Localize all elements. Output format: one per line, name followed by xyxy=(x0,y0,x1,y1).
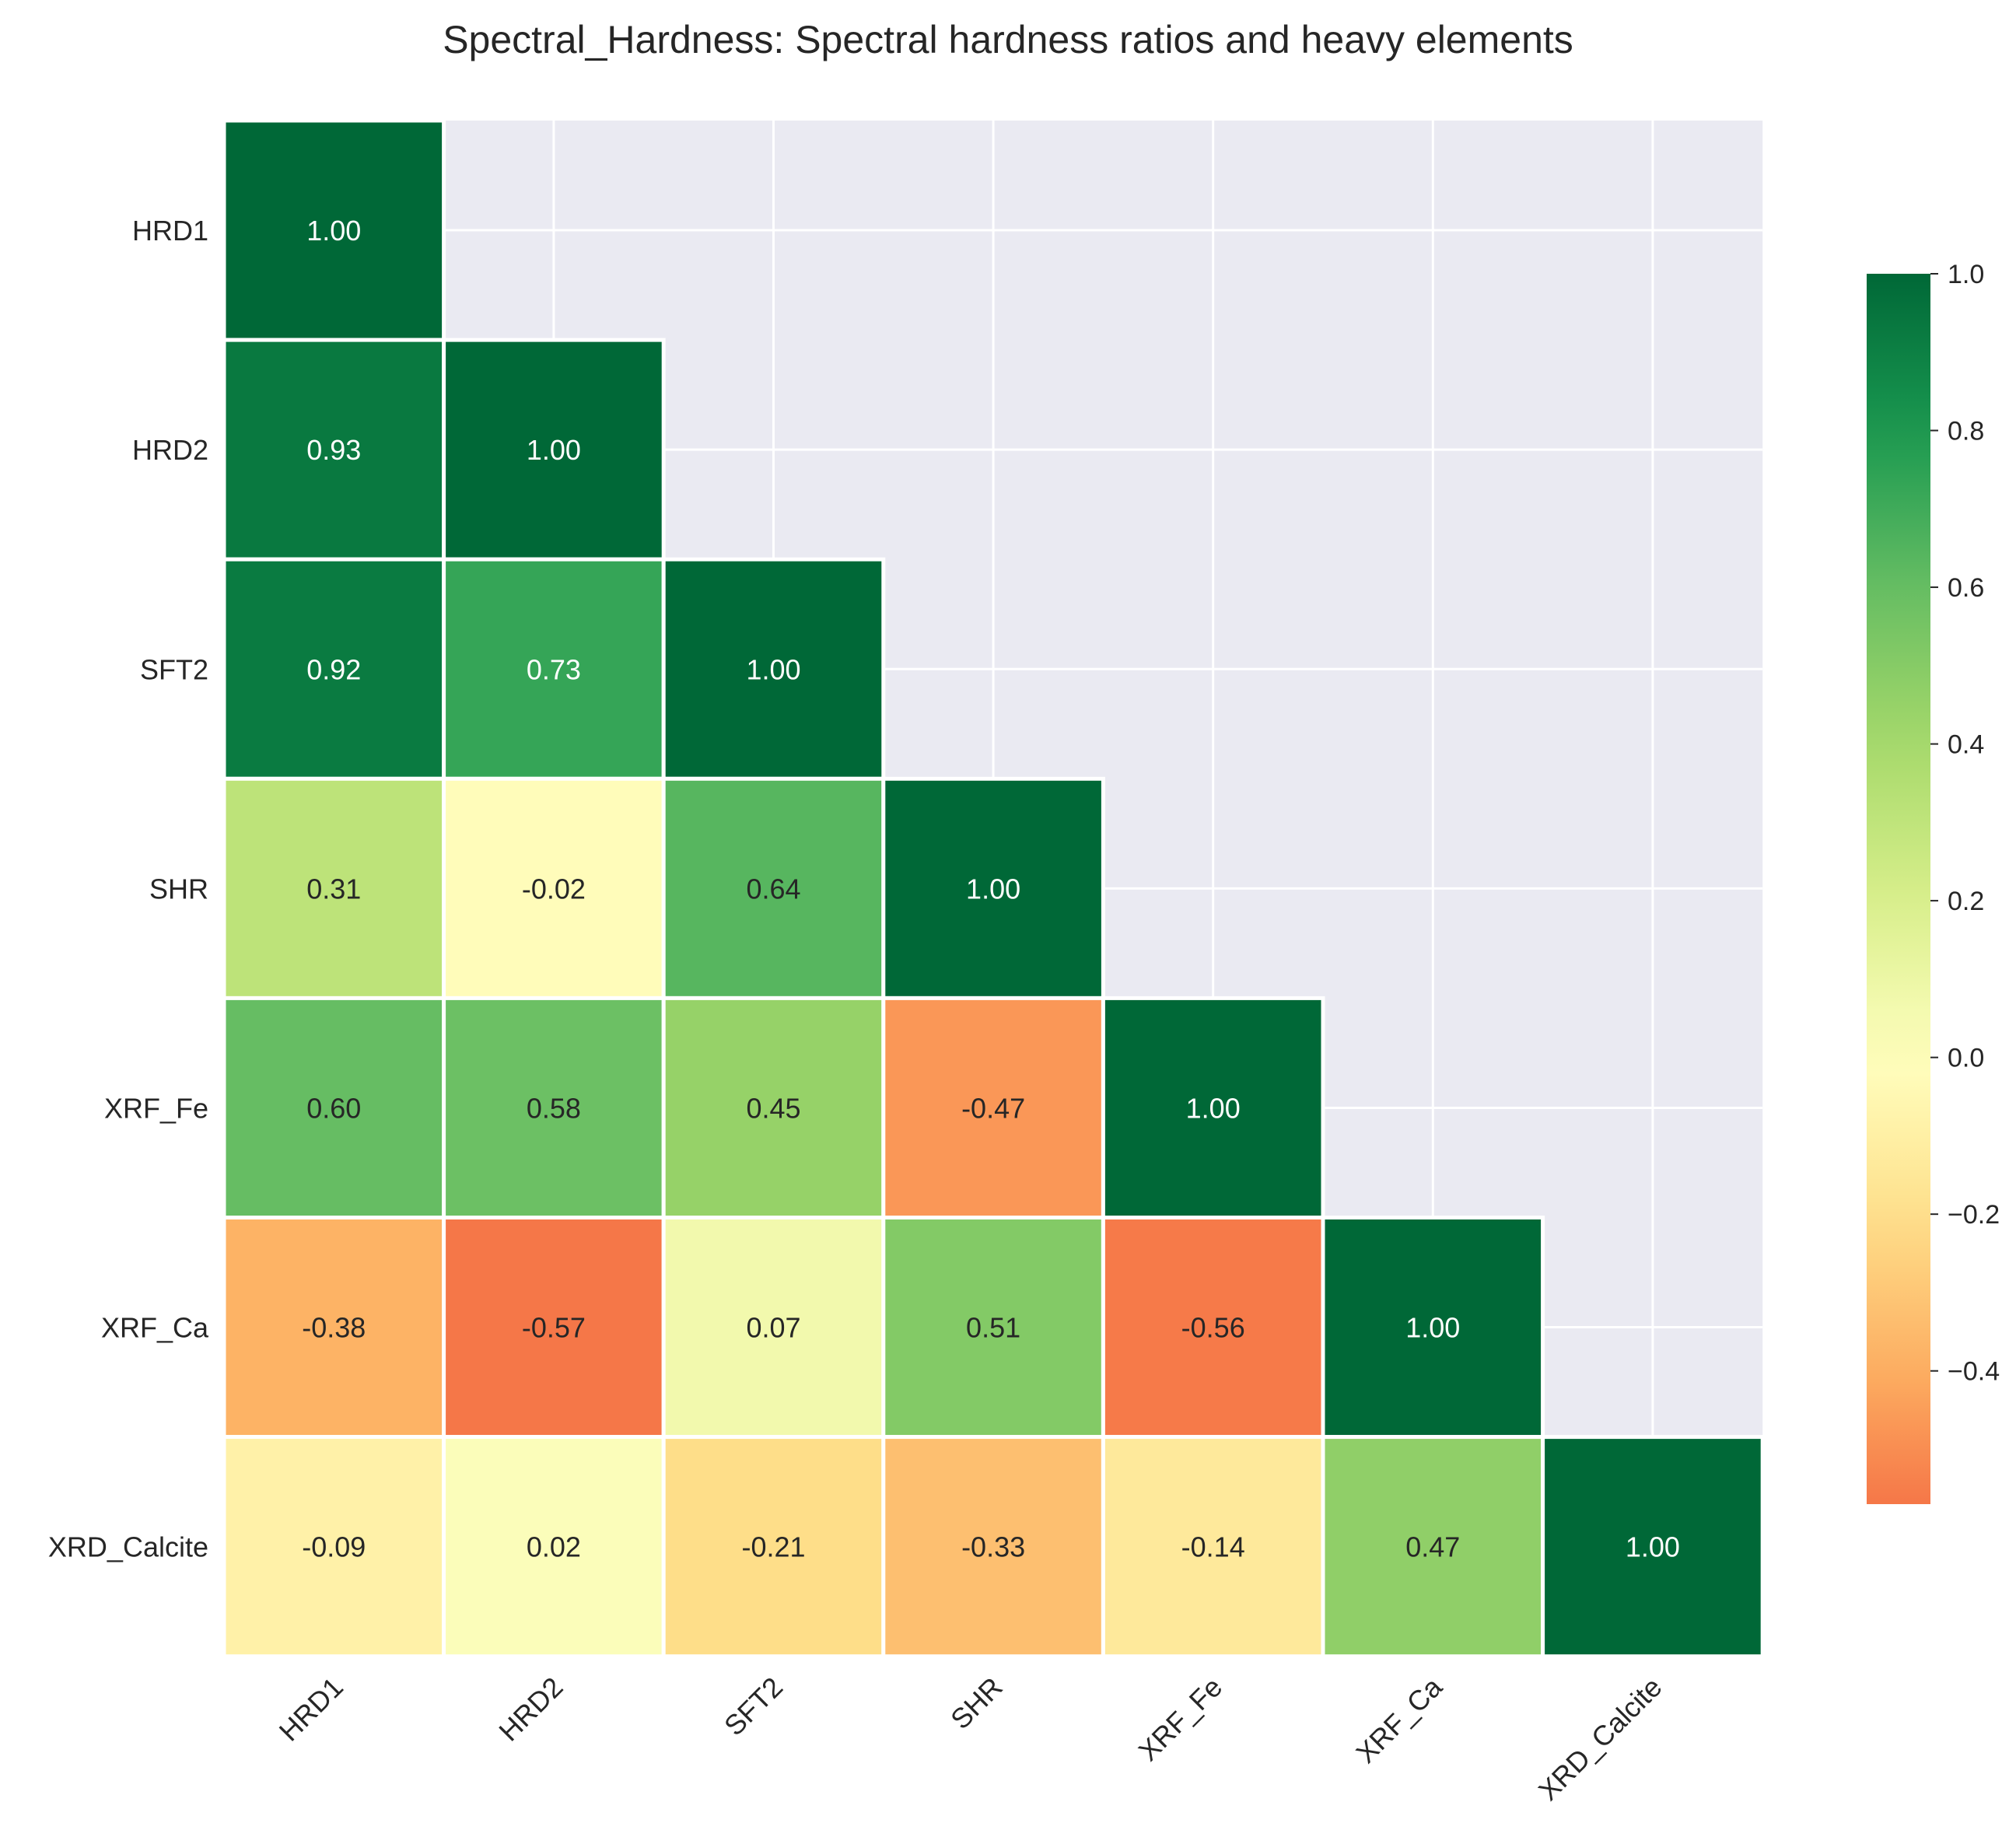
colorbar-tick-label: −0.4 xyxy=(1948,1357,2000,1387)
cell-value-label: 1.00 xyxy=(527,434,581,466)
heatmap-cell-hrd1-hrd1 xyxy=(222,118,446,342)
heatmap-cell-xrd-calcite-hrd2 xyxy=(442,1435,666,1659)
heatmap-cell-hrd2-hrd2 xyxy=(442,338,666,562)
cell-value-label: 0.07 xyxy=(746,1312,800,1344)
cell-value-label: 0.31 xyxy=(306,873,361,905)
cell-value-label: 0.47 xyxy=(1405,1531,1460,1563)
heatmap-cell-xrf-ca-hrd1 xyxy=(222,1216,446,1440)
cell-value-label: 1.00 xyxy=(1626,1531,1680,1563)
colorbar-gradient xyxy=(1867,274,1930,1504)
colorbar-tick-label: 0.4 xyxy=(1948,730,1984,760)
cell-value-label: 1.00 xyxy=(746,653,800,685)
heatmap-cell-xrd-calcite-hrd1 xyxy=(222,1435,446,1659)
x-tick-label: HRD1 xyxy=(273,1671,349,1747)
y-tick-labels: HRD1 HRD2 SFT2 SHR XRF_Fe XRF_Ca XRD_Calcite xyxy=(48,215,209,1563)
heatmap-cell-xrf-fe-xrf-fe xyxy=(1101,995,1325,1220)
cell-value-label: -0.57 xyxy=(522,1312,586,1344)
cell-value-label: 0.92 xyxy=(306,653,361,685)
cell-value-label: -0.02 xyxy=(522,873,586,905)
heatmap-cell-sft2-sft2 xyxy=(661,557,886,781)
x-tick-label: XRF_Ca xyxy=(1349,1671,1448,1769)
cell-value-label: -0.38 xyxy=(302,1312,366,1344)
cell-value-label: 1.00 xyxy=(966,873,1020,905)
cell-value-label: 0.93 xyxy=(306,434,361,466)
colorbar-tick-label: 1.0 xyxy=(1948,260,1984,289)
cell-value-label: 0.64 xyxy=(746,873,800,905)
cell-value-label: -0.09 xyxy=(302,1531,366,1563)
y-tick-label: SFT2 xyxy=(140,653,208,685)
heatmap-cell-xrf-ca-shr xyxy=(881,1216,1105,1440)
cell-value-label: -0.33 xyxy=(961,1531,1025,1563)
y-tick-label: SHR xyxy=(149,873,208,905)
y-tick-label: XRF_Fe xyxy=(104,1092,208,1124)
cell-value-label: 0.73 xyxy=(527,653,581,685)
cell-value-label: 1.00 xyxy=(306,215,361,247)
heatmap-cell-shr-hrd1 xyxy=(222,776,446,1000)
cell-value-label: 0.58 xyxy=(527,1092,581,1124)
x-tick-label: HRD2 xyxy=(492,1671,569,1747)
cell-value-label: -0.47 xyxy=(961,1092,1025,1124)
heatmap-cell-xrf-ca-xrf-ca xyxy=(1321,1216,1545,1440)
heatmap-cell-xrd-calcite-shr xyxy=(881,1435,1105,1659)
heatmap-cell-xrd-calcite-xrf-fe xyxy=(1101,1435,1325,1659)
x-tick-label: XRF_Fe xyxy=(1132,1671,1229,1767)
colorbar: 1.0 0.8 0.6 0.4 0.2 0.0 −0.2 −0.4 xyxy=(1867,260,2000,1504)
heatmap-cell-xrd-calcite-sft2 xyxy=(661,1435,886,1659)
cell-value-label: 0.60 xyxy=(306,1092,361,1124)
colorbar-tick-label: 0.0 xyxy=(1948,1044,1984,1073)
y-tick-label: HRD2 xyxy=(132,434,208,466)
heatmap-cell-shr-hrd2 xyxy=(442,776,666,1000)
heatmap-cell-xrf-fe-hrd1 xyxy=(222,995,446,1220)
y-tick-label: XRF_Ca xyxy=(101,1312,209,1344)
cell-value-label: 0.51 xyxy=(966,1312,1020,1344)
heatmap-cell-hrd2-hrd1 xyxy=(222,338,446,562)
cell-value-label: 1.00 xyxy=(1186,1092,1241,1124)
heatmap-cell-shr-sft2 xyxy=(661,776,886,1000)
cell-value-label: -0.21 xyxy=(741,1531,805,1563)
colorbar-tick-label: −0.2 xyxy=(1948,1200,2000,1230)
cell-value-label: 0.45 xyxy=(746,1092,800,1124)
y-tick-label: HRD1 xyxy=(132,215,208,247)
cell-value-label: 0.02 xyxy=(527,1531,581,1563)
cell-value-label: -0.14 xyxy=(1181,1531,1245,1563)
cell-value-label: 1.00 xyxy=(1405,1312,1460,1344)
heatmap-plot-area: 1.00 0.93 1.00 0.92 0.73 1.00 0.31 -0.02 0.64 1.0… xyxy=(222,118,1765,1659)
y-tick-label: XRD_Calcite xyxy=(48,1531,208,1563)
heatmap-cell-xrd-calcite-xrf-ca xyxy=(1321,1435,1545,1659)
heatmap-cell-xrd-calcite-xrd-calcite xyxy=(1541,1435,1765,1659)
heatmap-cell-xrf-ca-hrd2 xyxy=(442,1216,666,1440)
x-tick-label: SHR xyxy=(944,1671,1009,1735)
colorbar-tick-label: 0.6 xyxy=(1948,573,1984,603)
colorbar-tick-label: 0.8 xyxy=(1948,417,1984,446)
x-tick-label: XRD_Calcite xyxy=(1532,1671,1668,1807)
colorbar-tick-label: 0.2 xyxy=(1948,887,1984,916)
chart-title: Spectral_Hardness: Spectral hardness rat… xyxy=(443,18,1573,61)
x-tick-label: SFT2 xyxy=(718,1671,789,1741)
x-tick-labels: HRD1 HRD2 SFT2 SHR XRF_Fe XRF_Ca XRD_Calcite xyxy=(273,1671,1668,1807)
cell-value-label: -0.56 xyxy=(1181,1312,1245,1344)
